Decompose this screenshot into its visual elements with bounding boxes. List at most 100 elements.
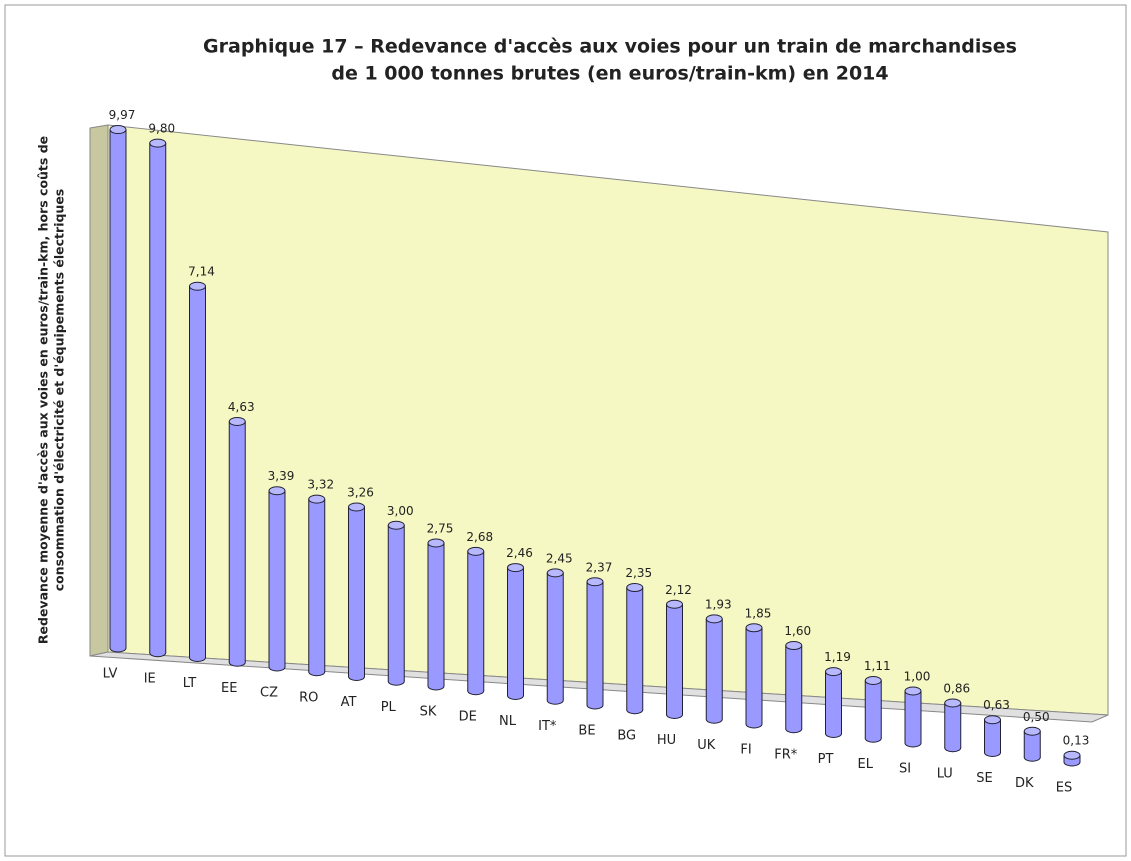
- bar-body: [746, 627, 762, 724]
- bar-body: [587, 581, 603, 705]
- value-label: 3,39: [268, 469, 295, 483]
- x-tick-label: LV: [103, 667, 118, 682]
- x-tick-label: DK: [1015, 776, 1034, 791]
- bar: [1023, 726, 1041, 762]
- bar-top: [586, 577, 604, 587]
- value-label: 1,93: [705, 597, 732, 611]
- bar: [149, 138, 167, 658]
- x-tick-label: FR*: [774, 747, 798, 762]
- value-label: 0,13: [1063, 734, 1090, 748]
- value-label: 1,60: [784, 624, 811, 638]
- bar: [944, 698, 962, 753]
- x-tick-label: LU: [937, 766, 953, 781]
- value-label: 0,50: [1023, 710, 1050, 724]
- bar-top: [984, 715, 1001, 725]
- x-tick-label: IE: [144, 671, 156, 686]
- value-label: 1,85: [745, 606, 772, 620]
- value-label: 9,97: [109, 108, 136, 122]
- bar: [904, 686, 922, 748]
- bars: 9,97 LV 9,80 IE 7,14 LT 4,63 EE 3,39 CZ 3,32 RO 3,26…: [103, 108, 1090, 795]
- bar-body: [149, 143, 166, 653]
- bar: [228, 416, 246, 667]
- value-label: 2,35: [625, 566, 652, 580]
- chart-title: de 1 000 tonnes brutes (en euros/train-k…: [331, 63, 888, 85]
- bar: [984, 715, 1001, 757]
- bar: [586, 577, 604, 710]
- bar-top: [507, 563, 524, 573]
- bar-body: [706, 618, 723, 720]
- x-tick-label: PL: [381, 700, 397, 715]
- value-label: 2,46: [506, 546, 533, 560]
- bar-body: [984, 719, 1001, 753]
- bar-top: [149, 138, 167, 148]
- bar-top: [1023, 726, 1041, 736]
- value-label: 0,86: [943, 682, 970, 696]
- bar-body: [865, 680, 882, 739]
- x-tick-label: BE: [578, 724, 595, 739]
- bar-body: [467, 551, 484, 691]
- bar-body: [1024, 731, 1041, 758]
- bar-body: [905, 691, 921, 743]
- x-tick-label: RO: [299, 690, 318, 705]
- bar: [825, 667, 842, 738]
- value-label: 2,45: [546, 551, 573, 565]
- bar-top: [705, 614, 723, 624]
- bar-top: [109, 125, 127, 135]
- x-tick-label: AT: [341, 695, 357, 710]
- bar-top: [785, 641, 803, 651]
- x-tick-label: HU: [657, 733, 676, 748]
- chart-title: Graphique 17 – Redevance d'accès aux voi…: [203, 36, 1017, 58]
- bar-body: [626, 587, 643, 710]
- x-tick-label: CZ: [260, 686, 278, 701]
- value-label: 3,32: [307, 478, 334, 492]
- bar-top: [825, 667, 842, 677]
- x-tick-label: EL: [858, 757, 874, 772]
- bar: [785, 641, 803, 734]
- bar: [546, 568, 564, 705]
- bar-top: [427, 538, 445, 548]
- value-label: 2,12: [665, 583, 692, 597]
- x-tick-label: ES: [1056, 781, 1072, 796]
- bar-top: [1063, 750, 1081, 760]
- bar-top: [626, 583, 644, 593]
- value-label: 1,19: [824, 650, 851, 664]
- bar-top: [348, 502, 365, 512]
- bar-top: [308, 494, 326, 504]
- bar: [268, 486, 286, 672]
- bar: [1063, 750, 1081, 767]
- x-tick-label: EE: [221, 681, 237, 696]
- x-tick-label: IT*: [538, 719, 557, 734]
- bar-top: [944, 698, 962, 708]
- bar-top: [387, 520, 405, 530]
- value-label: 7,14: [188, 265, 215, 279]
- x-tick-label: UK: [697, 738, 716, 753]
- value-label: 1,00: [904, 670, 931, 684]
- x-tick-label: BG: [617, 728, 636, 743]
- y-axis-label: consommation d'électricité et d'équipeme…: [52, 189, 67, 591]
- bar-body: [507, 567, 524, 696]
- x-tick-label: FI: [740, 743, 751, 758]
- bar-body: [944, 703, 961, 748]
- bar-body: [428, 543, 444, 686]
- x-tick-label: NL: [499, 714, 517, 729]
- x-tick-label: SE: [976, 771, 992, 786]
- bar-body: [348, 506, 365, 677]
- bar: [387, 520, 405, 686]
- bar-top: [864, 676, 882, 686]
- bar: [467, 546, 485, 696]
- bar: [745, 623, 763, 729]
- x-tick-label: PT: [818, 752, 834, 767]
- bar-top: [904, 686, 922, 696]
- value-label: 0,63: [983, 698, 1010, 712]
- value-label: 9,80: [148, 122, 175, 136]
- value-label: 2,37: [586, 560, 613, 574]
- bar-top: [666, 599, 683, 609]
- x-tick-label: SI: [899, 762, 911, 777]
- value-label: 1,11: [864, 659, 891, 673]
- bar-body: [189, 286, 206, 658]
- bar: [109, 125, 127, 653]
- bar: [507, 563, 524, 700]
- y-axis-label: Redevance moyenne d'accès aux voies en e…: [36, 136, 51, 644]
- bar-body: [825, 671, 842, 734]
